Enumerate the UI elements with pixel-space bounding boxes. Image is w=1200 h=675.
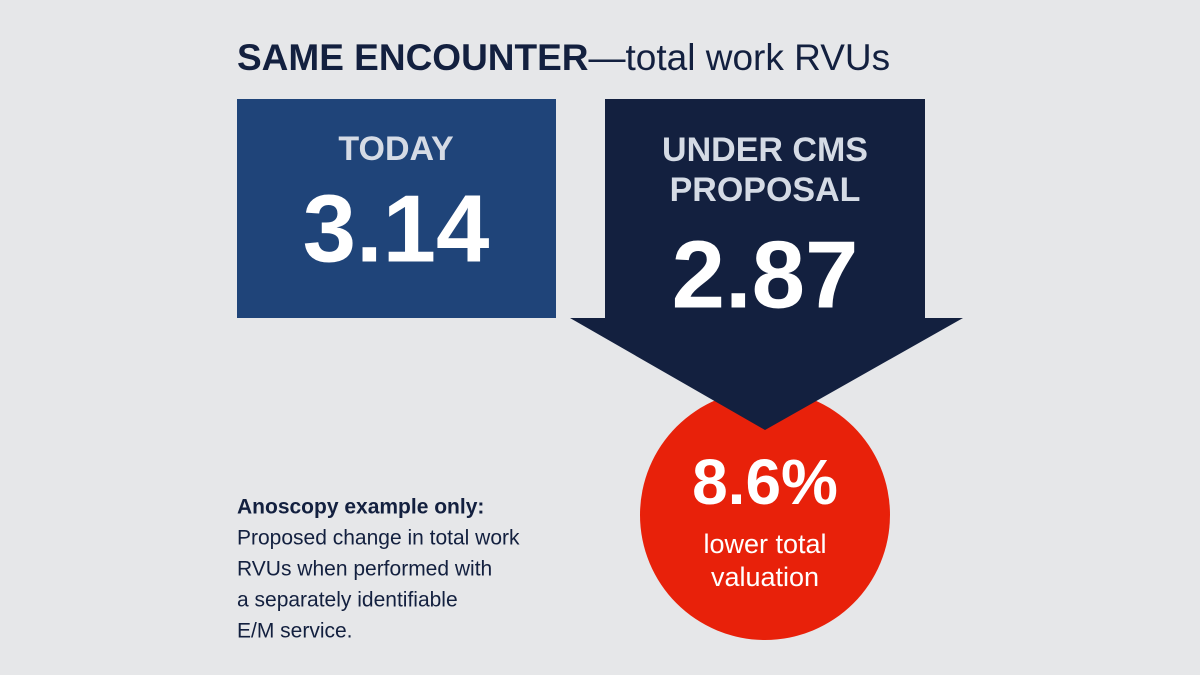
note-line: Proposed change in total work bbox=[237, 527, 520, 550]
note-line: E/M service. bbox=[237, 620, 353, 643]
today-box bbox=[237, 99, 556, 318]
proposal-label: UNDER CMS bbox=[662, 131, 868, 169]
change-caption: valuation bbox=[711, 562, 819, 592]
proposal-label: PROPOSAL bbox=[670, 171, 861, 209]
change-circle bbox=[640, 390, 890, 640]
change-caption: lower total bbox=[703, 529, 826, 559]
today-label: TODAY bbox=[338, 130, 454, 168]
proposal-arrow bbox=[570, 99, 963, 430]
note-line: RVUs when performed with bbox=[237, 558, 492, 581]
title-rest: —total work RVUs bbox=[589, 37, 891, 78]
note-line: a separately identifiable bbox=[237, 589, 458, 612]
title-bold: SAME ENCOUNTER bbox=[237, 37, 589, 78]
proposal-value: 2.87 bbox=[672, 221, 859, 328]
today-value: 3.14 bbox=[303, 175, 490, 282]
change-value: 8.6% bbox=[692, 446, 838, 518]
title: SAME ENCOUNTER—total work RVUs bbox=[237, 37, 890, 78]
note-heading: Anoscopy example only: bbox=[237, 496, 484, 519]
